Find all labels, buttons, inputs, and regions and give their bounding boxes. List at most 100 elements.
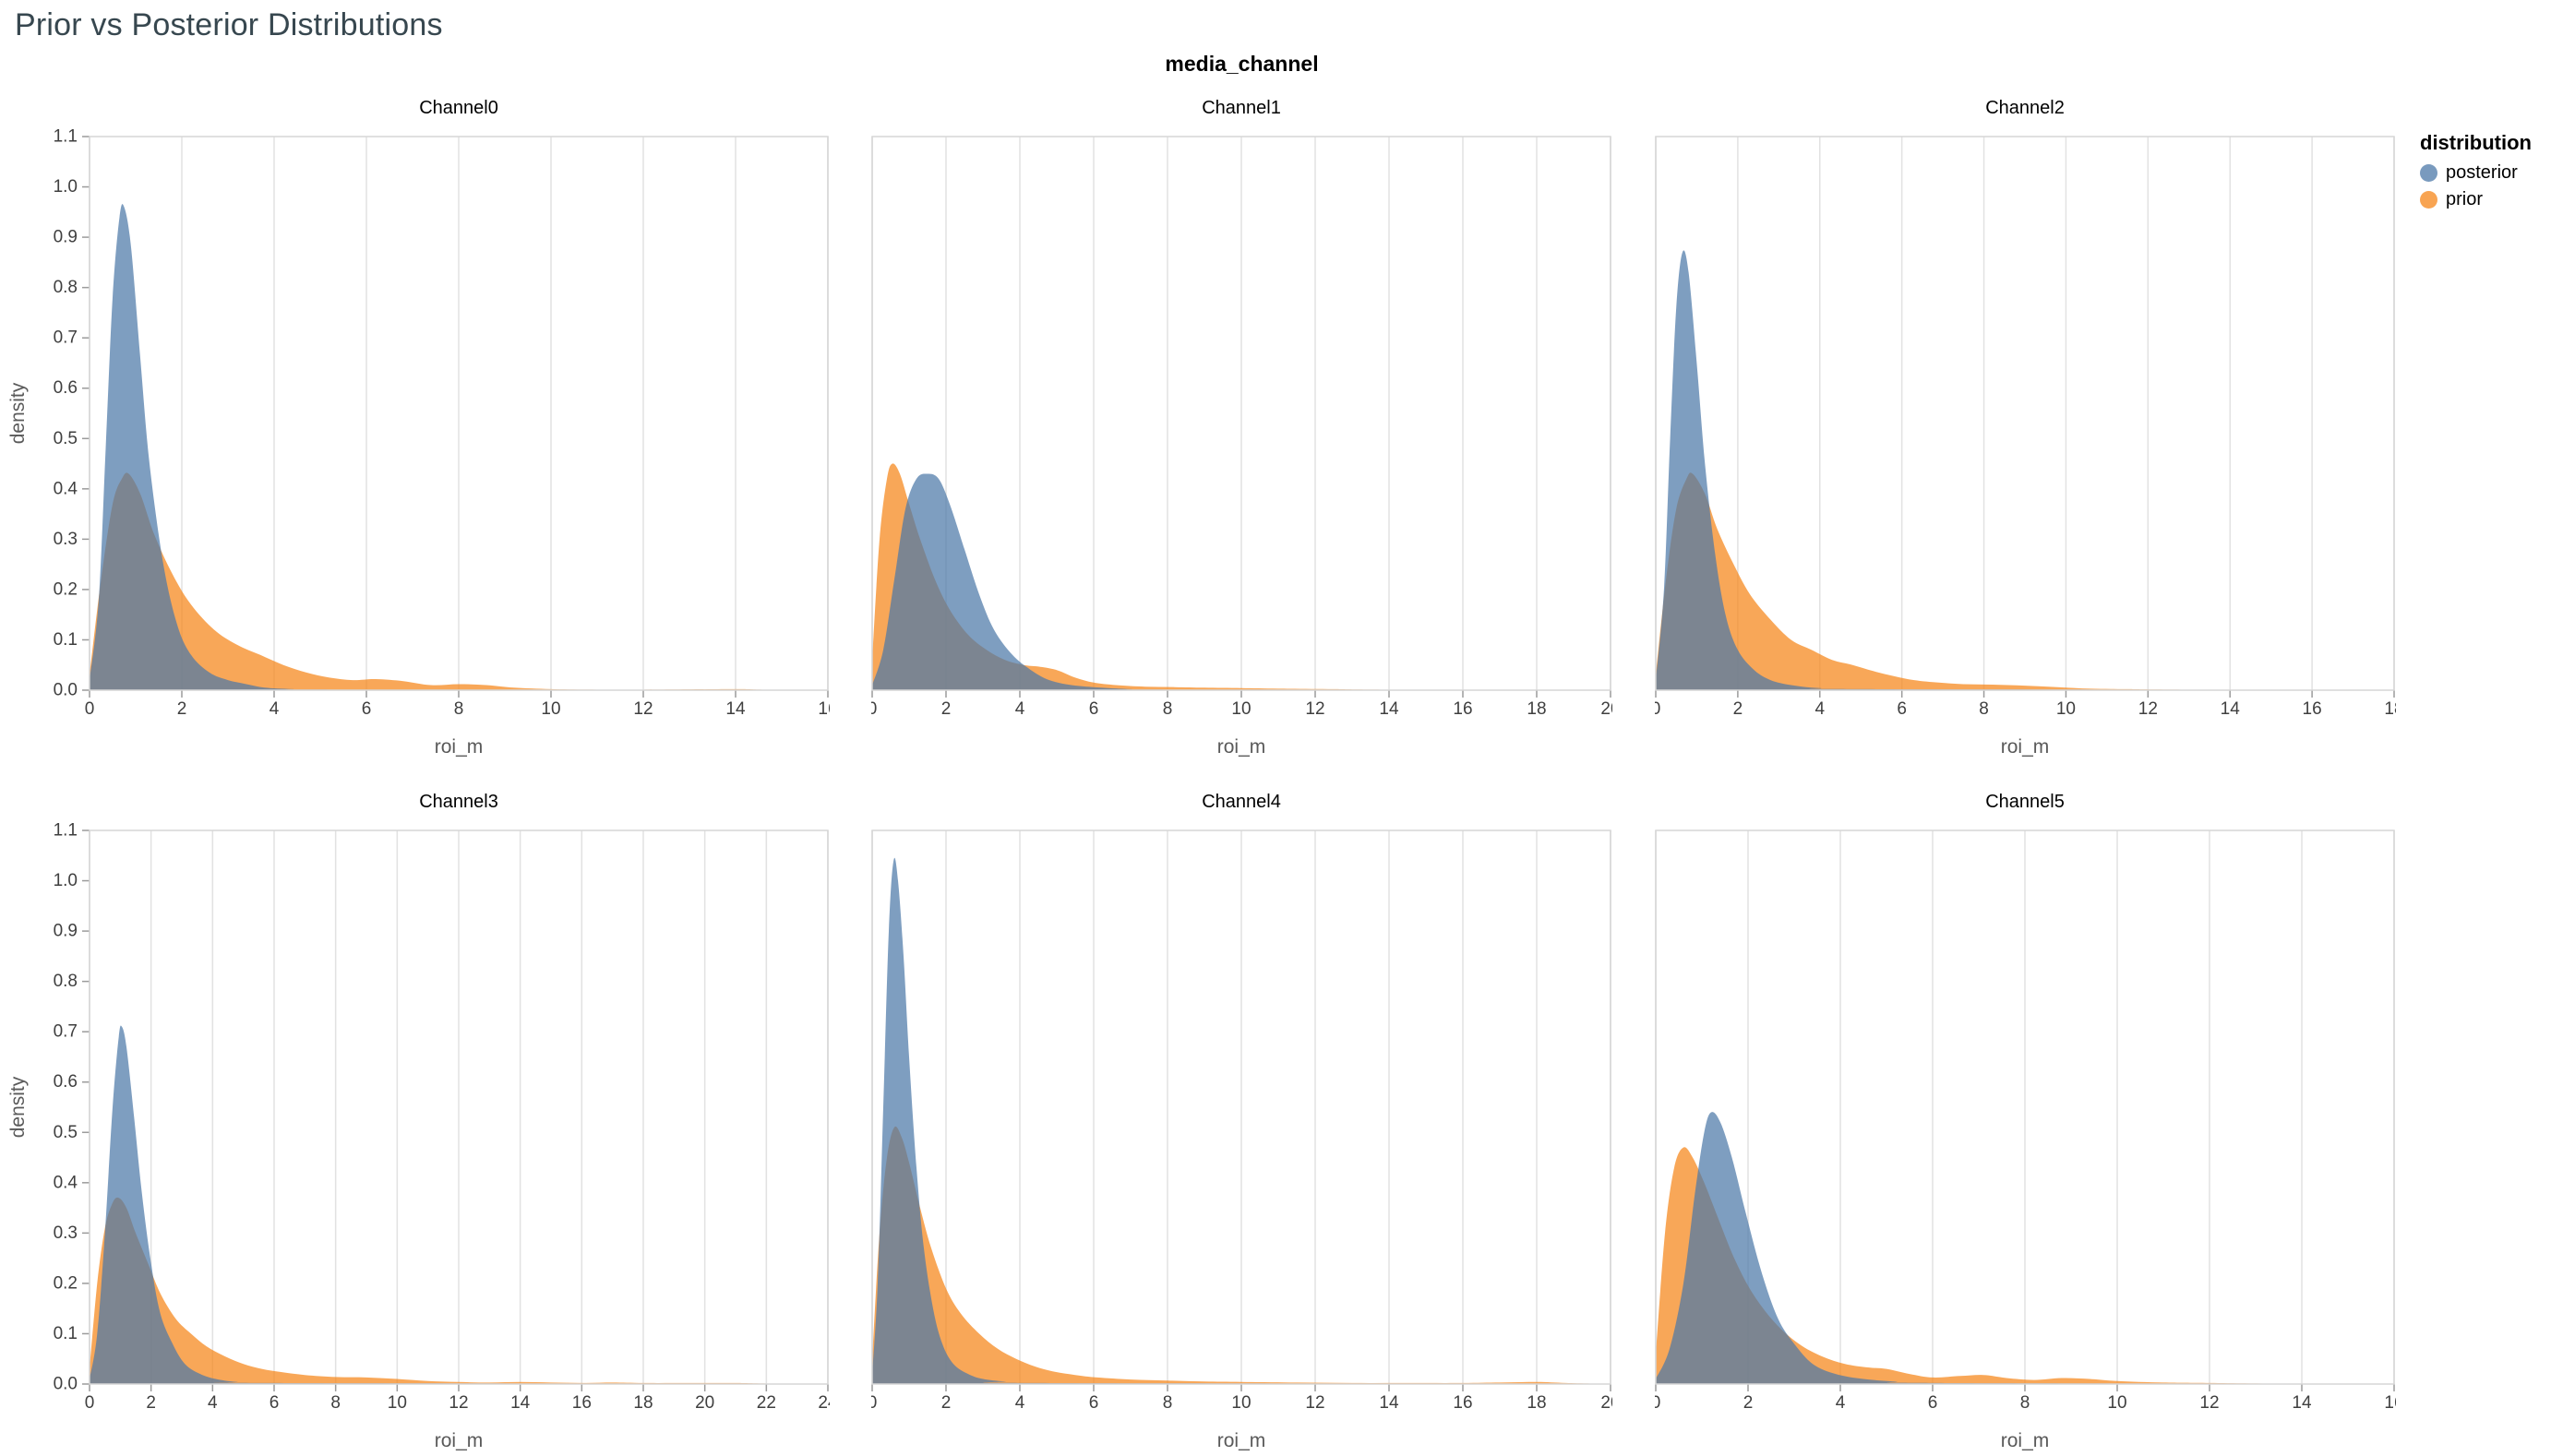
posterior-swatch-icon bbox=[2420, 164, 2437, 182]
svg-text:8: 8 bbox=[1979, 699, 1989, 719]
svg-text:1.1: 1.1 bbox=[54, 821, 78, 841]
svg-text:14: 14 bbox=[2292, 1393, 2312, 1413]
svg-text:0.4: 0.4 bbox=[54, 479, 78, 498]
facet-title: Channel0 bbox=[419, 98, 498, 118]
svg-text:1.1: 1.1 bbox=[54, 127, 78, 147]
svg-text:10: 10 bbox=[388, 1393, 407, 1413]
svg-text:18: 18 bbox=[633, 1393, 653, 1413]
svg-text:6: 6 bbox=[1928, 1393, 1938, 1413]
density-plot-channel4: 0 2 4 6 8 10 12 14 16 18 20 bbox=[871, 829, 1612, 1413]
density-plot-channel0: 0 2 4 6 8 10 12 14 16 0.0 0.1 0.2 0.3 0.4 0.5 0.6 0.7 0.8… bbox=[54, 127, 830, 719]
svg-text:0: 0 bbox=[1655, 1393, 1660, 1413]
legend-item-label: posterior bbox=[2446, 162, 2518, 183]
svg-text:10: 10 bbox=[541, 699, 560, 719]
svg-text:0.2: 0.2 bbox=[54, 1273, 78, 1293]
svg-text:12: 12 bbox=[1305, 699, 1324, 719]
svg-text:0.7: 0.7 bbox=[54, 1022, 78, 1042]
svg-text:14: 14 bbox=[725, 699, 746, 719]
svg-text:0.7: 0.7 bbox=[54, 328, 78, 348]
x-axis-label: roi_m bbox=[434, 736, 484, 758]
svg-text:8: 8 bbox=[454, 699, 464, 719]
svg-text:14: 14 bbox=[510, 1393, 531, 1413]
svg-text:8: 8 bbox=[1163, 1393, 1173, 1413]
svg-text:8: 8 bbox=[2020, 1393, 2030, 1413]
svg-text:12: 12 bbox=[633, 699, 653, 719]
svg-text:0.8: 0.8 bbox=[54, 972, 78, 991]
svg-text:0.3: 0.3 bbox=[54, 530, 78, 549]
svg-text:1.0: 1.0 bbox=[54, 871, 78, 890]
svg-text:0: 0 bbox=[871, 1393, 877, 1413]
svg-text:16: 16 bbox=[2384, 1393, 2396, 1413]
facet-channel5: Channel5 0 2 4 6 8 10 12 14 16 roi_m bbox=[1655, 788, 2396, 1452]
svg-text:6: 6 bbox=[1089, 699, 1099, 719]
svg-text:18: 18 bbox=[1527, 1393, 1546, 1413]
svg-text:16: 16 bbox=[2303, 699, 2322, 719]
x-axis-label: roi_m bbox=[1216, 1430, 1266, 1451]
y-axis-label-row1: density bbox=[7, 382, 29, 445]
facet-title: Channel1 bbox=[1202, 98, 1281, 118]
svg-text:0: 0 bbox=[871, 699, 877, 719]
svg-text:6: 6 bbox=[362, 699, 372, 719]
svg-text:6: 6 bbox=[1089, 1393, 1099, 1413]
x-axis-label: roi_m bbox=[2000, 1430, 2050, 1451]
svg-text:4: 4 bbox=[208, 1393, 218, 1413]
svg-text:2: 2 bbox=[177, 699, 187, 719]
x-axis-label: roi_m bbox=[1216, 736, 1266, 758]
facet-channel3: Channel3 0246810121416182022240.00.10.20… bbox=[32, 788, 830, 1452]
density-plot-channel5: 0 2 4 6 8 10 12 14 16 bbox=[1655, 829, 2396, 1413]
legend-item-prior: prior bbox=[2420, 189, 2532, 210]
svg-text:6: 6 bbox=[269, 1393, 280, 1413]
svg-text:0.5: 0.5 bbox=[54, 429, 78, 448]
svg-text:10: 10 bbox=[2056, 699, 2076, 719]
svg-text:0.9: 0.9 bbox=[54, 228, 78, 247]
prior-swatch-icon bbox=[2420, 191, 2437, 209]
svg-text:16: 16 bbox=[572, 1393, 592, 1413]
svg-text:4: 4 bbox=[1814, 699, 1825, 719]
svg-text:8: 8 bbox=[1163, 699, 1173, 719]
svg-text:4: 4 bbox=[1015, 1393, 1025, 1413]
svg-text:0.6: 0.6 bbox=[54, 378, 78, 398]
svg-text:20: 20 bbox=[695, 1393, 714, 1413]
svg-text:0.0: 0.0 bbox=[54, 681, 78, 700]
svg-text:2: 2 bbox=[1733, 699, 1743, 719]
legend-item-label: prior bbox=[2446, 189, 2484, 209]
svg-text:10: 10 bbox=[1231, 1393, 1251, 1413]
facet-title: Channel4 bbox=[1202, 792, 1281, 812]
svg-text:10: 10 bbox=[1231, 699, 1251, 719]
svg-text:22: 22 bbox=[757, 1393, 776, 1413]
svg-text:14: 14 bbox=[1379, 1393, 1399, 1413]
svg-text:0.9: 0.9 bbox=[54, 922, 78, 941]
svg-text:4: 4 bbox=[269, 699, 280, 719]
y-axis-label-row2: density bbox=[7, 1076, 29, 1139]
svg-text:4: 4 bbox=[1015, 699, 1025, 719]
svg-text:16: 16 bbox=[1453, 1393, 1472, 1413]
svg-text:2: 2 bbox=[146, 1393, 156, 1413]
svg-text:10: 10 bbox=[2107, 1393, 2126, 1413]
facet-channel1: Channel1 0 2 4 6 8 10 12 14 16 18 20 roi_m bbox=[871, 94, 1612, 758]
legend: distribution posterior prior bbox=[2420, 131, 2532, 216]
svg-text:0.8: 0.8 bbox=[54, 278, 78, 297]
svg-text:2: 2 bbox=[1743, 1393, 1754, 1413]
svg-text:12: 12 bbox=[2199, 1393, 2219, 1413]
svg-text:4: 4 bbox=[1836, 1393, 1846, 1413]
density-plot-channel3: 0246810121416182022240.00.10.20.30.40.50… bbox=[54, 821, 830, 1413]
svg-text:0.5: 0.5 bbox=[54, 1123, 78, 1142]
svg-text:14: 14 bbox=[2221, 699, 2241, 719]
svg-text:0: 0 bbox=[1655, 699, 1660, 719]
density-plot-channel1: 0 2 4 6 8 10 12 14 16 18 20 bbox=[871, 136, 1612, 719]
svg-text:2: 2 bbox=[941, 699, 952, 719]
svg-text:6: 6 bbox=[1897, 699, 1907, 719]
svg-text:12: 12 bbox=[449, 1393, 468, 1413]
facet-channel4: Channel4 0 2 4 6 8 10 12 14 16 18 20 roi_m bbox=[871, 788, 1612, 1452]
svg-text:14: 14 bbox=[1379, 699, 1399, 719]
svg-text:8: 8 bbox=[330, 1393, 341, 1413]
svg-text:18: 18 bbox=[2384, 699, 2396, 719]
svg-text:0.3: 0.3 bbox=[54, 1223, 78, 1243]
svg-text:12: 12 bbox=[1305, 1393, 1324, 1413]
svg-text:16: 16 bbox=[818, 699, 830, 719]
facet-title: Channel3 bbox=[419, 792, 498, 812]
facet-channel0: Channel0 0 2 4 6 8 10 12 14 16 0.0 0.1 0.2 0.3 0.4 0.5… bbox=[32, 94, 830, 758]
facet-channel2: Channel2 0 2 4 6 8 10 12 14 16 18 roi_m bbox=[1655, 94, 2396, 758]
facet-title: Channel2 bbox=[1985, 98, 2065, 118]
svg-text:12: 12 bbox=[2138, 699, 2158, 719]
